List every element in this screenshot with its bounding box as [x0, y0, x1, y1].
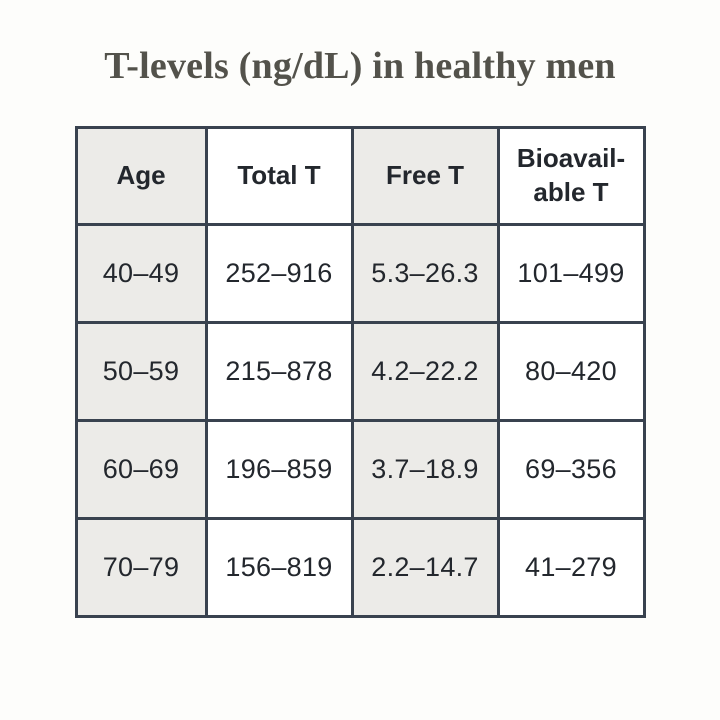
column-header-free-t: Free T — [350, 126, 500, 226]
table-row: 70–79 156–819 2.2–14.7 41–279 — [74, 517, 646, 618]
cell-free-t: 3.7–18.9 — [350, 419, 500, 520]
cell-bioavailable-t: 80–420 — [496, 321, 646, 422]
cell-age: 40–49 — [74, 223, 208, 324]
t-levels-table: Age Total T Free T Bioavail- able T 40–4… — [74, 126, 646, 618]
cell-age: 70–79 — [74, 517, 208, 618]
page-title: T-levels (ng/dL) in healthy men — [104, 45, 616, 87]
cell-age: 60–69 — [74, 419, 208, 520]
cell-total-t: 215–878 — [204, 321, 354, 422]
cell-bioavailable-t: 101–499 — [496, 223, 646, 324]
cell-bioavailable-t: 69–356 — [496, 419, 646, 520]
table-row: 40–49 252–916 5.3–26.3 101–499 — [74, 223, 646, 324]
cell-free-t: 2.2–14.7 — [350, 517, 500, 618]
table-row: 50–59 215–878 4.2–22.2 80–420 — [74, 321, 646, 422]
column-header-age: Age — [74, 126, 208, 226]
cell-free-t: 5.3–26.3 — [350, 223, 500, 324]
column-header-total-t: Total T — [204, 126, 354, 226]
cell-total-t: 252–916 — [204, 223, 354, 324]
table-row: 60–69 196–859 3.7–18.9 69–356 — [74, 419, 646, 520]
column-header-bioavailable-t: Bioavail- able T — [496, 126, 646, 226]
cell-bioavailable-t: 41–279 — [496, 517, 646, 618]
cell-total-t: 156–819 — [204, 517, 354, 618]
cell-total-t: 196–859 — [204, 419, 354, 520]
cell-age: 50–59 — [74, 321, 208, 422]
table-header-row: Age Total T Free T Bioavail- able T — [74, 126, 646, 226]
cell-free-t: 4.2–22.2 — [350, 321, 500, 422]
